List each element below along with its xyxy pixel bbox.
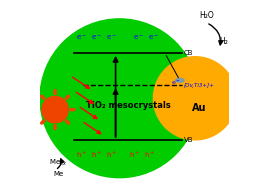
- Text: H₂O: H₂O: [199, 11, 214, 20]
- Text: TiO₂ mesocrystals: TiO₂ mesocrystals: [86, 101, 171, 110]
- Text: h$^+$: h$^+$: [129, 150, 140, 160]
- Text: h$^+$: h$^+$: [91, 150, 102, 160]
- Text: e$^-$: e$^-$: [76, 33, 87, 42]
- FancyArrowPatch shape: [57, 159, 64, 169]
- Text: h$^+$: h$^+$: [144, 150, 155, 160]
- Circle shape: [42, 96, 68, 123]
- Ellipse shape: [176, 78, 184, 82]
- Text: [Ov,Ti3+]+: [Ov,Ti3+]+: [184, 83, 214, 88]
- Text: Au: Au: [192, 103, 206, 113]
- Text: CB: CB: [184, 50, 193, 56]
- Circle shape: [40, 19, 199, 178]
- Text: e$^-$: e$^-$: [106, 33, 117, 42]
- FancyArrowPatch shape: [209, 24, 223, 45]
- Text: e$^-$: e$^-$: [148, 33, 159, 42]
- Text: h$^+$: h$^+$: [76, 150, 87, 160]
- Text: VB: VB: [184, 137, 193, 143]
- Text: h$^+$: h$^+$: [106, 150, 117, 160]
- Text: e$^-$: e$^-$: [91, 33, 102, 42]
- Text: Me$_{ox}$: Me$_{ox}$: [49, 157, 68, 168]
- Text: e$^-$: e$^-$: [171, 79, 181, 87]
- Text: H₂: H₂: [219, 37, 228, 46]
- Text: Me: Me: [53, 171, 63, 177]
- Circle shape: [153, 57, 236, 140]
- Text: e$^-$: e$^-$: [133, 33, 144, 42]
